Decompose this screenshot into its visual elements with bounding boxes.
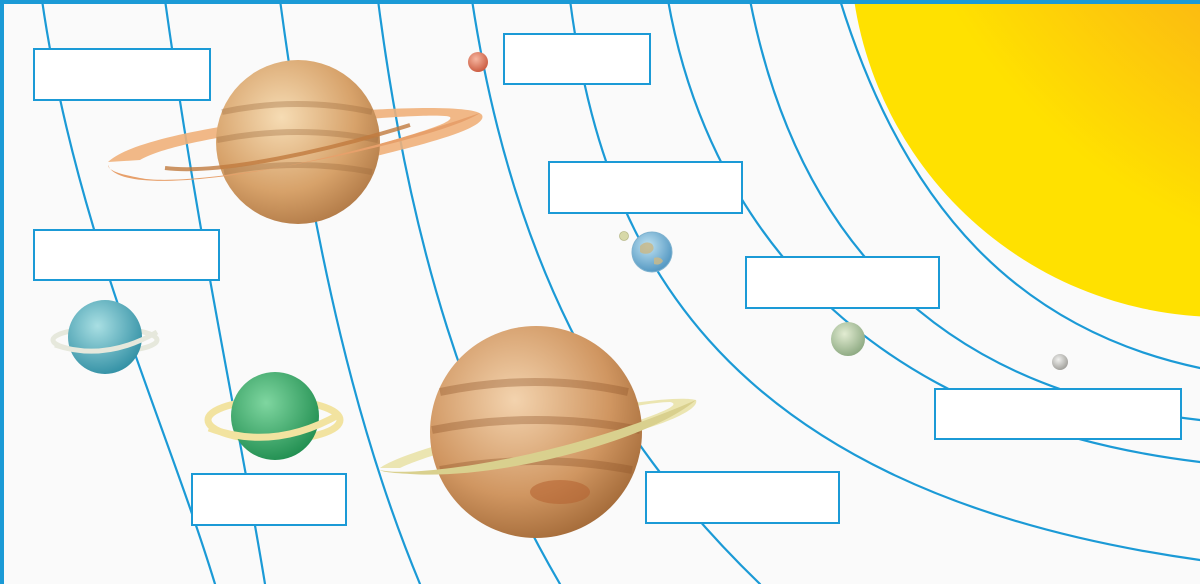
ringed-planet-icon bbox=[108, 60, 483, 224]
green-ringed-planet-icon bbox=[204, 372, 344, 460]
label-box[interactable] bbox=[745, 256, 940, 309]
label-box[interactable] bbox=[548, 161, 743, 214]
label-box[interactable] bbox=[645, 471, 840, 524]
label-box[interactable] bbox=[503, 33, 651, 85]
moon-icon bbox=[619, 231, 629, 241]
small-grey-planet-icon bbox=[1052, 354, 1068, 370]
orbit-line bbox=[838, 0, 1200, 370]
red-planet-icon bbox=[468, 52, 488, 72]
label-box[interactable] bbox=[33, 48, 211, 101]
label-box[interactable] bbox=[934, 388, 1182, 440]
ringed-gas-giant-icon bbox=[380, 326, 697, 538]
sun-icon bbox=[854, 0, 1200, 317]
orbit-line bbox=[568, 0, 1200, 562]
label-box[interactable] bbox=[33, 229, 220, 281]
pale-green-planet-icon bbox=[831, 322, 865, 356]
earth-icon bbox=[631, 231, 673, 273]
label-box[interactable] bbox=[191, 473, 347, 526]
blue-ringed-planet-icon bbox=[50, 300, 160, 374]
